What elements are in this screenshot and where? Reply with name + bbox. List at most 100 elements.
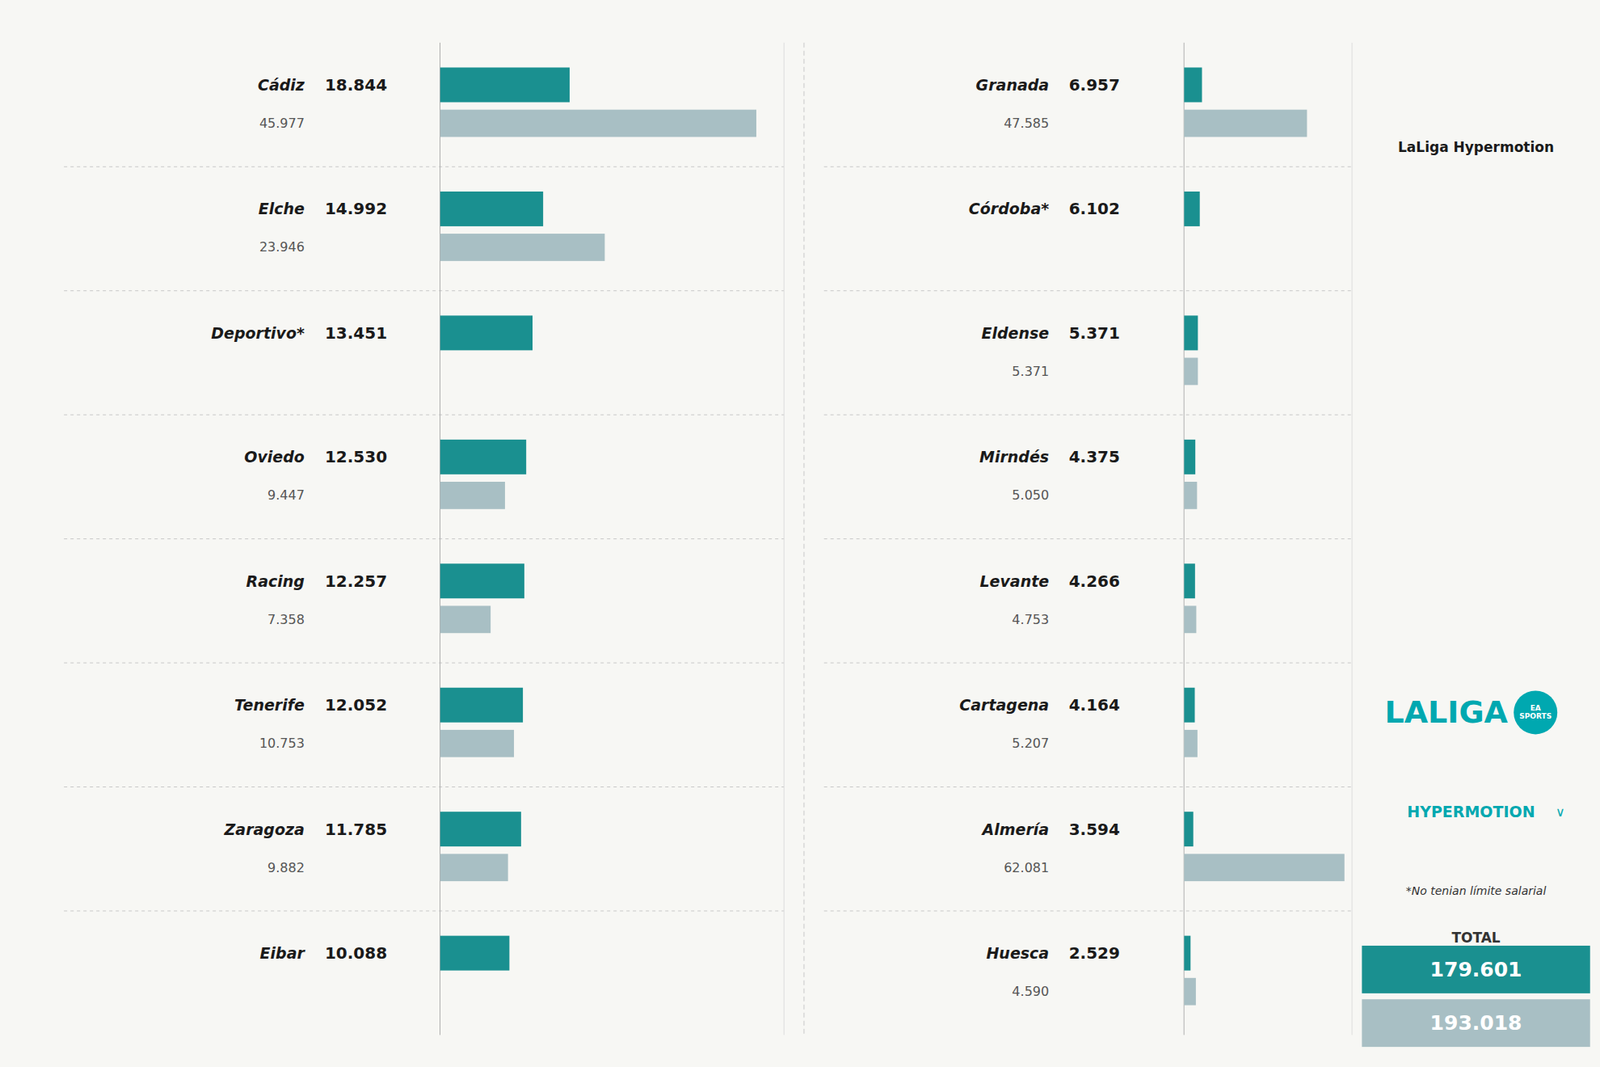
category-label: Zaragoza (223, 820, 305, 838)
bar (440, 481, 506, 510)
bar (1183, 935, 1191, 971)
data-label: 9.447 (267, 487, 305, 503)
annotation: LALIGA (1384, 694, 1508, 730)
bar (1183, 439, 1196, 475)
data-label: 6.957 (1069, 75, 1120, 95)
bar (1183, 357, 1198, 386)
data-label: 10.753 (259, 735, 305, 751)
annotation: HYPERMOTION (1406, 802, 1535, 821)
bar (1183, 977, 1196, 1006)
bars (1183, 67, 1345, 1005)
annotation: 193.018 (1430, 1010, 1523, 1035)
row-separator (63, 166, 784, 168)
data-label: 12.052 (324, 694, 388, 715)
row-separator (824, 662, 1352, 664)
row-separator (63, 662, 784, 664)
bar (1183, 853, 1345, 881)
bar (1183, 67, 1202, 102)
bar (440, 811, 522, 847)
data-label: 9.882 (267, 859, 305, 876)
axis-end (1351, 42, 1353, 1036)
bar (1183, 109, 1307, 138)
data-label: 12.257 (324, 571, 388, 591)
data-label: 4.590 (1011, 983, 1049, 999)
category-label: Racing (246, 572, 305, 590)
bar (1183, 563, 1196, 598)
row-separator (824, 290, 1352, 291)
data-label: 18.844 (324, 75, 388, 95)
annotation: LaLiga Hypermotion (1397, 138, 1554, 156)
category-label: Eibar (260, 943, 307, 962)
data-label: 5.050 (1011, 487, 1049, 503)
data-label: 4.164 (1069, 694, 1120, 715)
bar (1183, 605, 1196, 633)
bar (440, 315, 534, 350)
data-label: 23.946 (259, 239, 305, 255)
row-separator (63, 909, 784, 911)
panel: Granada6.95747.585Córdoba*6.102Eldense5.… (824, 42, 1352, 1036)
category-label: Oviedo (244, 447, 305, 466)
bar (1183, 191, 1200, 227)
category-label: Granada (976, 75, 1050, 94)
info-panel: LaLiga Hypermotion LALIGA EASPORTS HYPERMOT… (1361, 138, 1590, 1047)
data-label: 2.529 (1069, 943, 1120, 963)
total-box (1361, 998, 1590, 1047)
category-label: Córdoba* (968, 199, 1049, 218)
data-label: 12.530 (324, 446, 388, 467)
category-label: Huesca (985, 943, 1049, 962)
row-separator (63, 538, 784, 539)
data-label: 6.102 (1069, 198, 1120, 219)
bar (440, 853, 509, 881)
bar (440, 605, 492, 633)
bar (440, 67, 570, 102)
category-label: Deportivo* (210, 324, 305, 342)
bar (440, 191, 544, 227)
data-label: 45.977 (259, 115, 305, 131)
panel: Cádiz18.84445.977Elche14.99223.946Deport… (63, 42, 784, 1036)
row-separator (824, 538, 1352, 539)
row-separator (63, 290, 784, 291)
row-separator (824, 786, 1352, 788)
data-label: 4.266 (1069, 571, 1120, 591)
category-label: Almería (981, 820, 1050, 838)
bar (440, 563, 525, 598)
data-label: 62.081 (1003, 859, 1049, 876)
bars (440, 67, 757, 970)
annotation: ∨ (1555, 804, 1566, 820)
data-label: 5.371 (1011, 363, 1049, 379)
bar (1183, 481, 1197, 510)
divider (803, 42, 805, 1036)
annotation: EASPORTS (1519, 703, 1552, 720)
row-separator (824, 414, 1352, 416)
category-label: Levante (979, 572, 1049, 590)
category-label: Eldense (981, 324, 1049, 342)
annotation: *No tenian límite salarial (1406, 884, 1547, 897)
category-label: Tenerife (234, 695, 305, 714)
annotation: TOTAL (1451, 929, 1500, 946)
data-label: 14.992 (324, 198, 388, 219)
bar (440, 729, 515, 758)
category-label: Cartagena (959, 695, 1049, 714)
bar (1183, 315, 1198, 350)
data-label: 4.375 (1069, 446, 1120, 467)
row-separator (824, 909, 1352, 911)
bar (1183, 811, 1193, 847)
category-label: Cádiz (257, 75, 306, 94)
badge (1513, 690, 1558, 734)
bar (440, 233, 606, 262)
row-separator (63, 414, 784, 416)
bar (440, 109, 757, 138)
data-label: 13.451 (324, 323, 388, 343)
annotation-line: EA (1530, 703, 1542, 712)
data-label: 4.753 (1011, 611, 1049, 628)
bar (440, 935, 510, 971)
background (0, 0, 1600, 1067)
total-box (1361, 945, 1590, 994)
data-label: 5.207 (1011, 735, 1049, 751)
data-label: 3.594 (1069, 819, 1120, 839)
row-separator (824, 166, 1352, 168)
data-label: 10.088 (324, 943, 388, 963)
data-label: 11.785 (324, 819, 388, 839)
category-label: Mirndés (979, 447, 1049, 466)
data-label: 7.358 (267, 611, 305, 628)
